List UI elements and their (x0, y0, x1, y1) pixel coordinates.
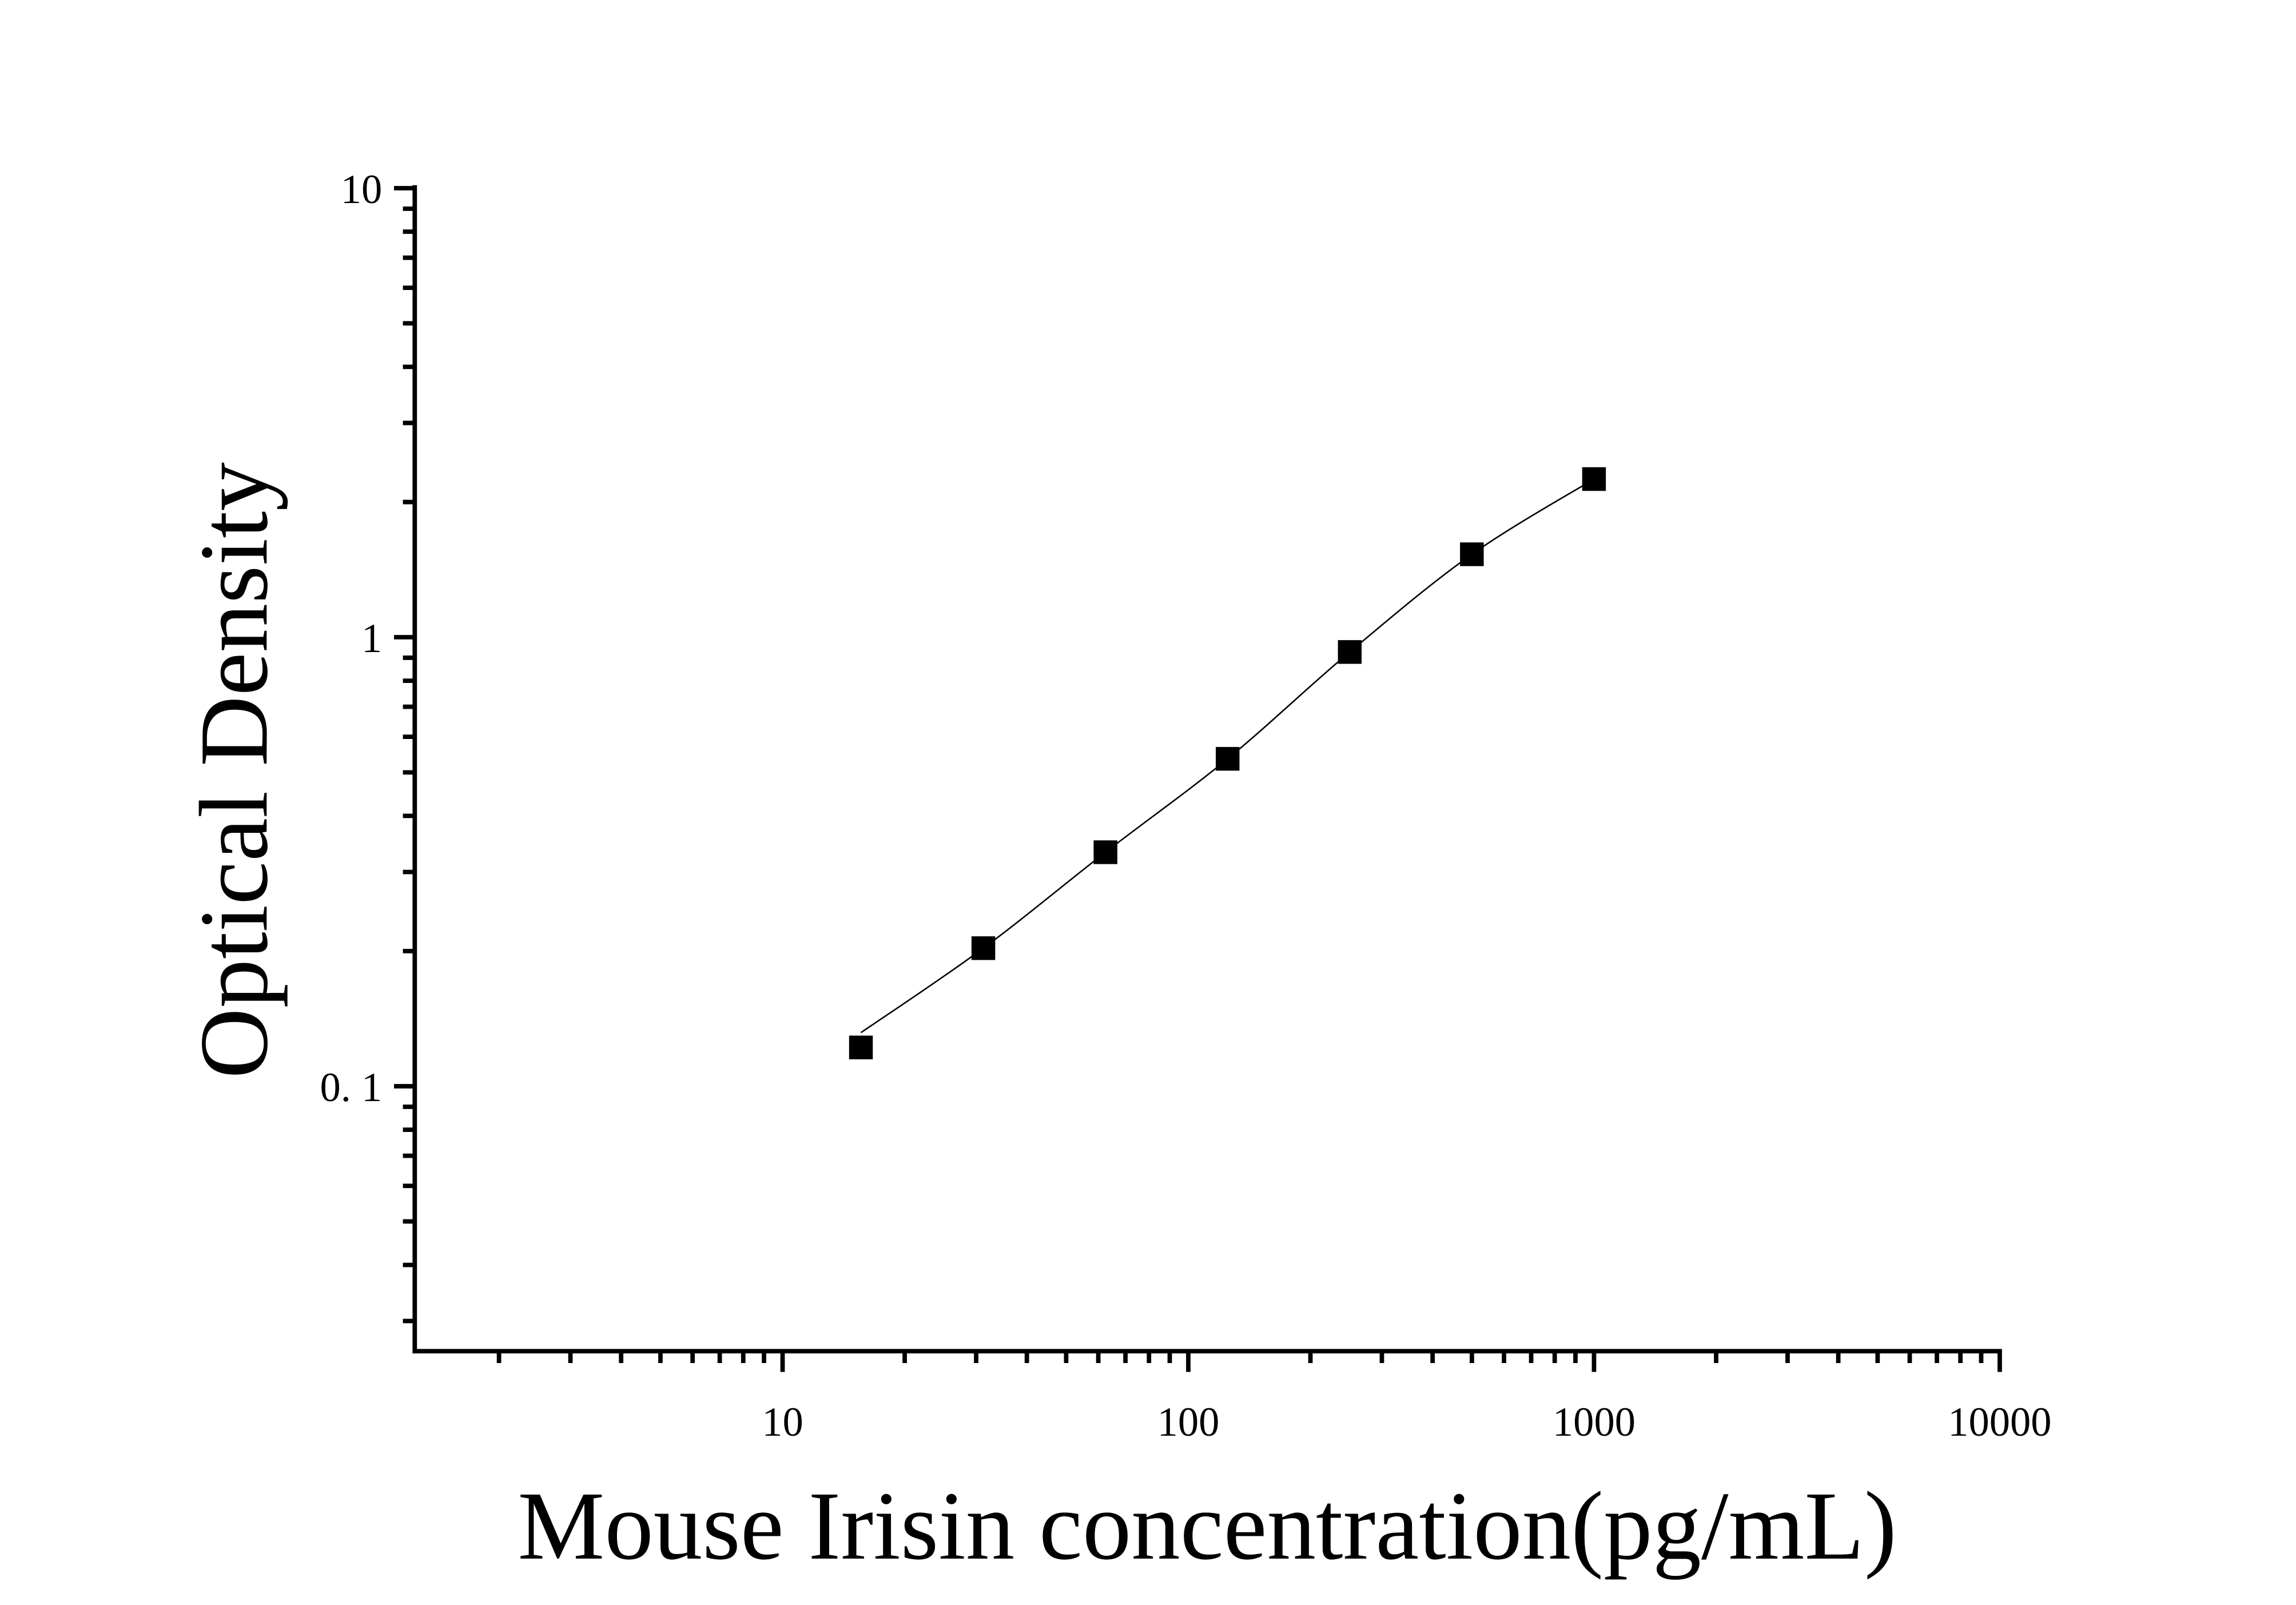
data-point (1093, 840, 1117, 864)
x-tick-label: 10000 (1948, 1399, 2051, 1445)
y-tick-label: 10 (341, 166, 383, 212)
data-point (1460, 542, 1484, 566)
x-axis-label: Mouse Irisin concentration(pg/mL) (518, 1472, 1897, 1580)
data-point (1582, 467, 1606, 491)
data-points (849, 467, 1606, 1059)
axes (394, 185, 2002, 1372)
data-point (849, 1035, 873, 1059)
tick-labels: 10 100 1000 10000 0. 1 1 10 (320, 166, 2052, 1445)
x-tick-label: 100 (1157, 1399, 1220, 1445)
data-point (971, 936, 996, 960)
y-tick-label: 0. 1 (320, 1064, 383, 1110)
y-axis-label: Optical Density (180, 462, 288, 1079)
data-point (1338, 640, 1362, 664)
data-point (1216, 746, 1240, 771)
x-tick-label: 1000 (1553, 1399, 1636, 1445)
x-tick-label: 10 (762, 1399, 803, 1445)
y-tick-label: 1 (361, 615, 382, 661)
